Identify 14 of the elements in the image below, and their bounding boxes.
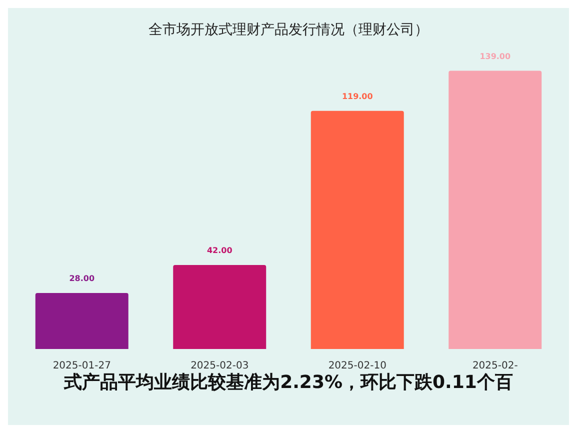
data-label: 139.00 [480, 52, 511, 61]
bar [35, 292, 128, 349]
data-label: 28.00 [69, 274, 95, 284]
text: 式产品平均业绩比较基准为2.23%，环比下跌0.11个百 [62, 371, 514, 394]
x-tick-label: 2025-02-03 [190, 360, 249, 372]
data-label: 42.00 [206, 246, 233, 256]
bar [448, 70, 542, 349]
x-tick-label: 2025-02- [472, 360, 518, 372]
x-tick-label: 2025-01-27 [52, 360, 111, 372]
x-tick-label: 2025-02-10 [328, 360, 386, 372]
bar [310, 110, 404, 349]
data-label: 119.00 [342, 92, 374, 101]
bar [173, 264, 266, 349]
chart-title: 全市场开放式理财产品发行情况（理财公司） [148, 22, 428, 38]
